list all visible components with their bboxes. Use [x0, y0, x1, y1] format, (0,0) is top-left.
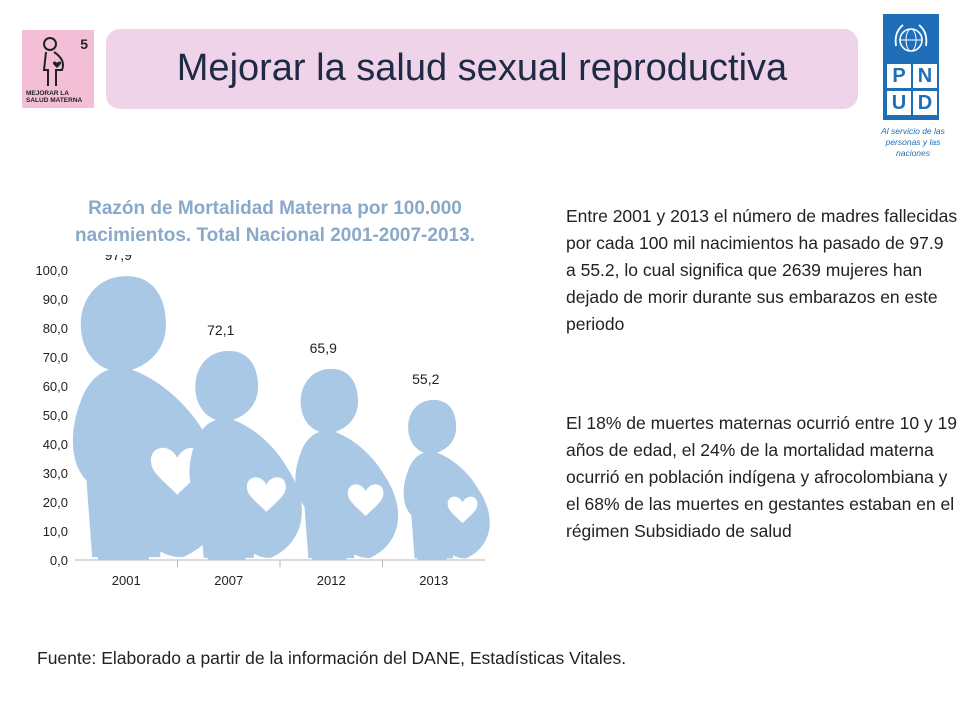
pregnant-woman-icon: [42, 37, 64, 86]
logo-letter: U: [887, 91, 911, 115]
y-tick-label: 10,0: [43, 524, 68, 539]
logo-letter: D: [913, 91, 937, 115]
data-label: 97,9: [105, 255, 132, 263]
source-note: Fuente: Elaborado a partir de la informa…: [37, 648, 627, 668]
un-emblem-icon: [894, 24, 928, 52]
goal-caption: MEJORAR LA SALUD MATERNA: [26, 90, 83, 104]
pregnant-silhouette-icon: [72, 276, 226, 560]
pregnant-silhouette-icon: [295, 368, 399, 560]
y-tick-label: 0,0: [50, 553, 68, 568]
y-tick-label: 100,0: [35, 263, 68, 278]
data-label: 55,2: [412, 371, 439, 387]
x-tick-label: 2007: [214, 573, 243, 588]
y-tick-label: 70,0: [43, 350, 68, 365]
summary-paragraph: Entre 2001 y 2013 el número de madres fa…: [566, 206, 958, 334]
y-tick-label: 30,0: [43, 466, 68, 481]
y-tick-label: 40,0: [43, 437, 68, 452]
goal-number: 5: [80, 36, 88, 52]
logo-letter: P: [887, 64, 911, 88]
chart-title: Razón de Mortalidad Materna por 100.000 …: [75, 198, 475, 246]
data-label: 72,1: [207, 322, 234, 338]
pregnant-silhouette-icon: [189, 350, 302, 560]
heart-icon: [347, 484, 384, 517]
page-title: Mejorar la salud sexual reproductiva: [176, 47, 788, 89]
maternal-mortality-chart: 0,0 10,0 20,0 30,0 40,0 50,0 60,0 70,0 80,0 90,0 1…: [35, 255, 490, 588]
y-tick-label: 80,0: [43, 321, 68, 336]
title-banner: Mejorar la salud sexual reproductiva: [106, 29, 858, 109]
x-tick-label: 2013: [419, 573, 448, 588]
y-tick-label: 50,0: [43, 408, 68, 423]
silhouette-body: [72, 276, 226, 560]
heart-icon: [150, 447, 204, 495]
pnud-tagline: Al servicio de las personas y las nacion…: [881, 126, 945, 158]
goal-5-badge: 5 MEJORAR LA SALUD MATERNA: [22, 30, 94, 108]
silhouette-body: [403, 399, 490, 560]
y-tick-label: 90,0: [43, 292, 68, 307]
pnud-logo: P N U D: [883, 14, 939, 120]
silhouette-body: [295, 368, 399, 560]
data-label: 65,9: [310, 340, 337, 356]
x-tick-label: 2012: [317, 573, 346, 588]
y-tick-label: 60,0: [43, 379, 68, 394]
heart-icon: [447, 496, 478, 524]
silhouette-body: [189, 350, 302, 560]
pregnant-silhouette-icon: [403, 399, 490, 560]
x-tick-label: 2001: [112, 573, 141, 588]
logo-letter: N: [913, 64, 937, 88]
y-tick-label: 20,0: [43, 495, 68, 510]
heart-icon: [246, 477, 286, 512]
statistics-paragraph: El 18% de muertes maternas ocurrió entre…: [566, 413, 958, 541]
